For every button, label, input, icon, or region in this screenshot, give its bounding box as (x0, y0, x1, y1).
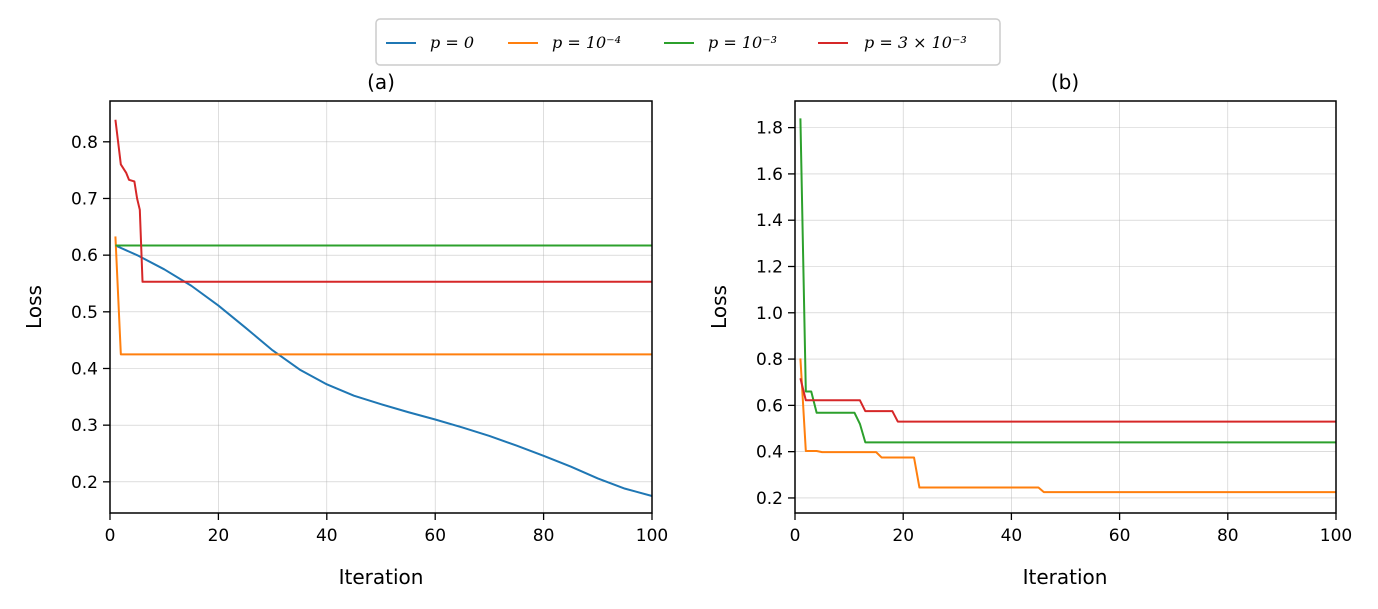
plot-lines (799, 118, 1336, 494)
grid (109, 101, 653, 513)
y-tick-label: 0.2 (71, 473, 98, 493)
y-tick-label: 0.4 (71, 359, 98, 379)
panel-a: (a) 0 20 40 60 80 100 0.2 0.3 0.4 0.5 0.6 0.7 0.8 It… (22, 70, 668, 589)
y-tick-label: 0.7 (71, 189, 98, 209)
y-tick-label: 0.8 (756, 350, 783, 370)
y-tick-label: 0.8 (71, 133, 98, 153)
y-tick-label: 0.6 (756, 396, 783, 416)
y-tick-label: 0.6 (71, 246, 98, 266)
x-tick-label: 0 (105, 526, 116, 546)
series-line (799, 358, 1336, 494)
legend: p = 0 p = 10⁻⁴ p = 10⁻³ p = 3 × 10⁻³ (375, 18, 1001, 66)
x-tick-label: 80 (533, 526, 555, 546)
y-tick-label: 0.4 (756, 443, 783, 463)
y-tick-label: 1.2 (756, 257, 783, 277)
y-axis-label: Loss (707, 285, 731, 329)
panel-title: (b) (1051, 70, 1079, 94)
x-axis-label: Iteration (1023, 565, 1108, 589)
series-line (114, 119, 652, 283)
x-tick-label: 20 (892, 526, 914, 546)
x-axis-label: Iteration (339, 565, 424, 589)
y-tick-label: 0.3 (71, 416, 98, 436)
ticks: 0 20 40 60 80 100 0.2 0.4 0.6 0.8 1.0 1.2 1.4 1.6 1.8 (756, 119, 1352, 546)
x-tick-label: 100 (636, 526, 668, 546)
legend-label: p = 0 (430, 33, 474, 52)
x-tick-label: 60 (1109, 526, 1131, 546)
series-line (799, 118, 1336, 444)
legend-entry: p = 10⁻³ (664, 33, 777, 52)
legend-entry: p = 3 × 10⁻³ (818, 33, 967, 52)
y-axis-label: Loss (22, 285, 46, 329)
plot-lines (114, 119, 653, 497)
ticks: 0 20 40 60 80 100 0.2 0.3 0.4 0.5 0.6 0.7 0.8 (71, 133, 668, 546)
y-tick-label: 1.6 (756, 165, 783, 185)
panel-b: (b) 0 20 40 60 80 100 0.2 0.4 0.6 0.8 1.0 1.2 1.4 1.6… (707, 70, 1352, 589)
y-tick-label: 0.2 (756, 489, 783, 509)
x-tick-label: 60 (424, 526, 446, 546)
y-tick-label: 1.0 (756, 304, 783, 324)
x-tick-label: 80 (1217, 526, 1239, 546)
y-tick-label: 0.5 (71, 303, 98, 323)
legend-label: p = 10⁻⁴ (552, 33, 621, 52)
x-tick-label: 40 (316, 526, 338, 546)
legend-entry: p = 10⁻⁴ (508, 33, 621, 52)
x-tick-label: 40 (1001, 526, 1023, 546)
legend-entry: p = 0 (386, 33, 474, 52)
series-line (115, 244, 653, 497)
legend-label: p = 10⁻³ (708, 33, 777, 52)
x-tick-label: 0 (790, 526, 801, 546)
x-tick-label: 20 (208, 526, 230, 546)
legend-label: p = 3 × 10⁻³ (864, 33, 967, 52)
series-line (114, 236, 652, 356)
axes-frame (109, 100, 653, 514)
panel-title: (a) (367, 70, 395, 94)
series-line (799, 378, 1336, 423)
axes-frame (794, 100, 1337, 514)
y-tick-label: 1.4 (756, 211, 783, 231)
y-tick-label: 1.8 (756, 119, 783, 139)
x-tick-label: 100 (1320, 526, 1352, 546)
